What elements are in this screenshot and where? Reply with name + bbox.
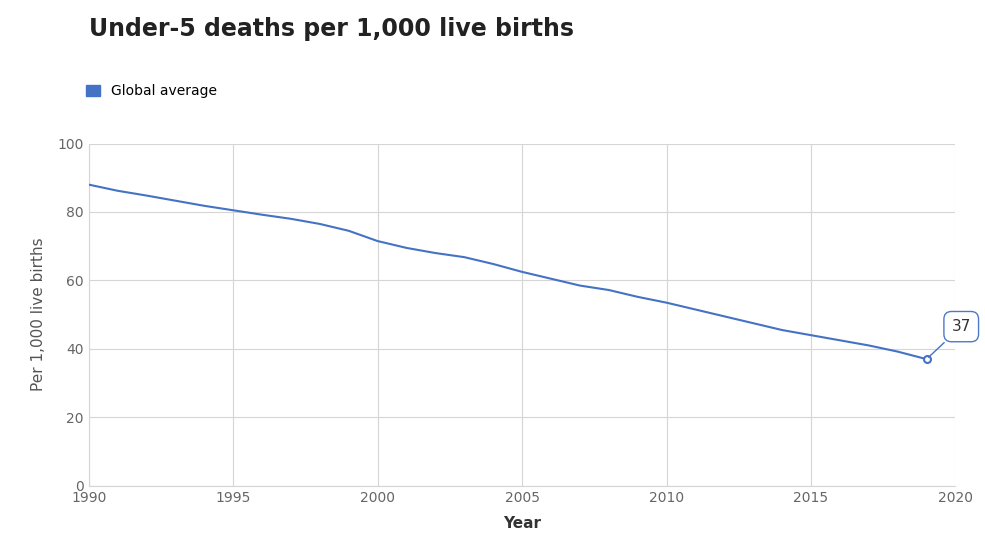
Text: Under-5 deaths per 1,000 live births: Under-5 deaths per 1,000 live births xyxy=(89,17,573,40)
Legend: Global average: Global average xyxy=(86,84,217,98)
X-axis label: Year: Year xyxy=(503,516,541,530)
Y-axis label: Per 1,000 live births: Per 1,000 live births xyxy=(32,238,46,391)
Text: 37: 37 xyxy=(929,319,971,357)
